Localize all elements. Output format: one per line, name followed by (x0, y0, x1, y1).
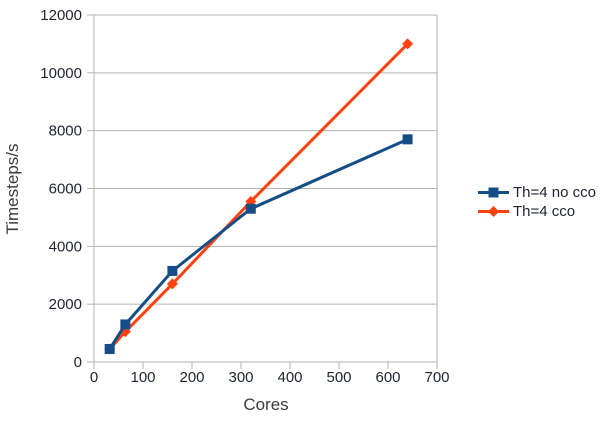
x-tick-label: 200 (179, 369, 204, 386)
x-tick-labels: 0 100 200 300 400 500 600 700 (90, 369, 450, 386)
legend-item: Th=4 no cco (478, 184, 596, 201)
y-tick-label: 4000 (49, 238, 82, 255)
x-tick-label: 700 (424, 369, 449, 386)
x-tick-label: 0 (90, 369, 98, 386)
series-diamond (104, 38, 414, 355)
square-marker-icon (167, 265, 178, 276)
y-tick-label: 10000 (40, 65, 82, 82)
square-marker-icon (104, 343, 115, 354)
series-line (108, 137, 409, 350)
y-tick-label: 2000 (49, 296, 82, 313)
square-marker-icon (120, 319, 131, 330)
square-legend-marker-icon (478, 187, 509, 198)
diamond-legend-marker-icon (478, 206, 509, 217)
y-tick-label: 0 (74, 354, 82, 371)
legend: Th=4 no cco Th=4 cco (478, 184, 596, 220)
legend-item: Th=4 cco (478, 203, 596, 220)
y-axis-title: Timesteps/s (3, 143, 22, 235)
y-tick-label: 12000 (40, 7, 82, 24)
square-marker-icon (402, 134, 413, 145)
x-tick-label: 300 (228, 369, 253, 386)
legend-item-label: Th=4 cco (513, 203, 576, 220)
diamond-marker-icon (166, 278, 178, 290)
y-tick-labels: 0 2000 4000 6000 8000 10000 12000 (40, 7, 82, 371)
tick-marks (87, 14, 438, 369)
x-tick-label: 600 (375, 369, 400, 386)
x-tick-label: 500 (326, 369, 351, 386)
x-tick-label: 400 (277, 369, 302, 386)
x-tick-label: 100 (130, 369, 155, 386)
diamond-marker-icon (488, 206, 499, 217)
series-line (108, 42, 409, 350)
y-tick-label: 6000 (49, 181, 82, 198)
x-axis-title: Cores (243, 395, 289, 414)
square-marker-icon (245, 203, 256, 214)
legend-item-label: Th=4 no cco (513, 184, 596, 201)
y-tick-label: 8000 (49, 123, 82, 140)
square-marker-icon (488, 187, 499, 198)
series-square (104, 134, 413, 354)
diamond-marker-icon (402, 38, 414, 50)
